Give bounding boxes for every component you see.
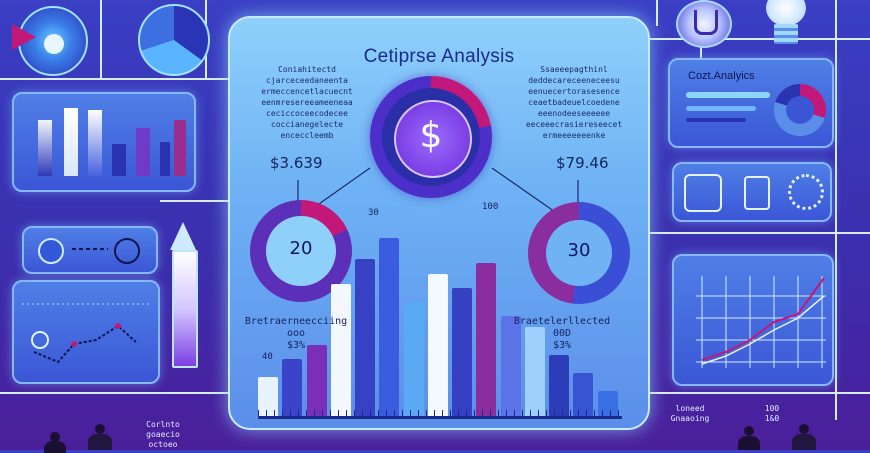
bar bbox=[379, 238, 399, 416]
lightbulb-icon bbox=[760, 0, 812, 48]
footer-right-text-b: 100 1&0 bbox=[764, 404, 780, 423]
person-figure bbox=[86, 424, 114, 450]
right-caption: Braetelerllected 00D $3% bbox=[513, 316, 611, 351]
cost-line-3 bbox=[686, 118, 746, 122]
right-cost-panel: Cozt.Analyics bbox=[668, 58, 834, 148]
gear-icon bbox=[788, 174, 824, 210]
main-analysis-panel: Cetiprse Analysis Coniahitectd cjarceceed… bbox=[228, 16, 650, 430]
left-small-value: 40 bbox=[262, 352, 273, 362]
cost-panel-title: Cozt.Analyics bbox=[688, 70, 755, 82]
cost-line-2 bbox=[686, 106, 756, 111]
right-line-chart-panel bbox=[672, 254, 834, 386]
connector-top-left bbox=[0, 78, 228, 80]
bar bbox=[501, 316, 521, 416]
bar bbox=[476, 263, 496, 416]
footer-right-text-a: loneed Gnaaoing bbox=[670, 404, 710, 423]
mini-bar bbox=[160, 142, 170, 176]
right-ring-value: 30 bbox=[567, 240, 591, 261]
chart-baseline bbox=[258, 416, 622, 419]
connector-mid-right bbox=[646, 232, 870, 234]
connector-top-right bbox=[646, 38, 870, 40]
bar bbox=[525, 327, 545, 416]
bar bbox=[598, 391, 618, 416]
trend-chart bbox=[696, 276, 826, 368]
connector-vert-left-1 bbox=[100, 0, 102, 80]
vertical-gauge bbox=[168, 222, 198, 374]
right-description: Ssaeeepagthinl deddecareceeneceesu eenuece… bbox=[525, 65, 623, 140]
right-price: $79.46 bbox=[556, 154, 609, 172]
mini-bar bbox=[112, 144, 126, 176]
bar bbox=[331, 284, 351, 416]
person-figure bbox=[790, 424, 818, 450]
connector-vert-right-2 bbox=[835, 0, 837, 420]
dollar-ring: $ bbox=[370, 76, 492, 198]
dollar-icon: $ bbox=[419, 115, 443, 156]
main-bar-chart bbox=[258, 238, 618, 418]
no-entry-icon bbox=[114, 238, 140, 264]
left-line-chart-panel bbox=[12, 280, 160, 384]
mini-bar bbox=[174, 120, 186, 176]
left-ring-value: 20 bbox=[289, 238, 313, 259]
pie-icon bbox=[138, 4, 210, 76]
right-icons-panel bbox=[672, 162, 832, 222]
bar bbox=[355, 259, 375, 416]
mini-line-chart bbox=[22, 303, 150, 364]
bar bbox=[404, 302, 424, 416]
footer-left-text: Corlnto goaecio octoeo bbox=[146, 420, 180, 449]
connector-left-bottom bbox=[0, 392, 228, 394]
tools-icon bbox=[684, 174, 722, 212]
bar bbox=[258, 377, 278, 416]
bar bbox=[307, 345, 327, 416]
connector-right-bottom bbox=[646, 392, 870, 394]
left-price: $3.639 bbox=[270, 154, 323, 172]
connector-mid-left bbox=[160, 200, 228, 202]
target-icon bbox=[12, 6, 88, 76]
bar bbox=[573, 373, 593, 416]
dotted-line bbox=[72, 248, 108, 250]
cost-line-1 bbox=[686, 92, 770, 98]
plug-icon bbox=[744, 176, 770, 210]
right-ring-chart bbox=[528, 202, 630, 304]
top-label-b: 30 bbox=[368, 208, 379, 218]
chart-ticks bbox=[258, 410, 622, 416]
left-caption: Bretraerneecciing ooo $3% bbox=[244, 316, 348, 351]
page-title: Cetiprse Analysis bbox=[363, 46, 515, 67]
mini-bar bbox=[64, 108, 78, 176]
person-figure bbox=[42, 432, 68, 453]
mini-bar bbox=[136, 128, 150, 176]
bar bbox=[428, 274, 448, 416]
bar bbox=[282, 359, 302, 416]
trophy-icon bbox=[676, 0, 732, 48]
bar bbox=[549, 355, 569, 416]
left-description: Coniahitectd cjarceceedaneenta ermeccencet… bbox=[261, 65, 353, 140]
mini-bar bbox=[38, 120, 52, 176]
drop-icon bbox=[38, 238, 64, 264]
left-icons-panel bbox=[22, 226, 158, 274]
left-bar-chart-panel bbox=[12, 92, 196, 192]
mini-bar bbox=[88, 110, 102, 176]
bar bbox=[452, 288, 472, 416]
person-figure bbox=[736, 426, 762, 450]
cost-donut bbox=[774, 84, 826, 136]
connector-vert-right-3 bbox=[656, 0, 658, 26]
top-label-a: 100 bbox=[482, 202, 499, 212]
